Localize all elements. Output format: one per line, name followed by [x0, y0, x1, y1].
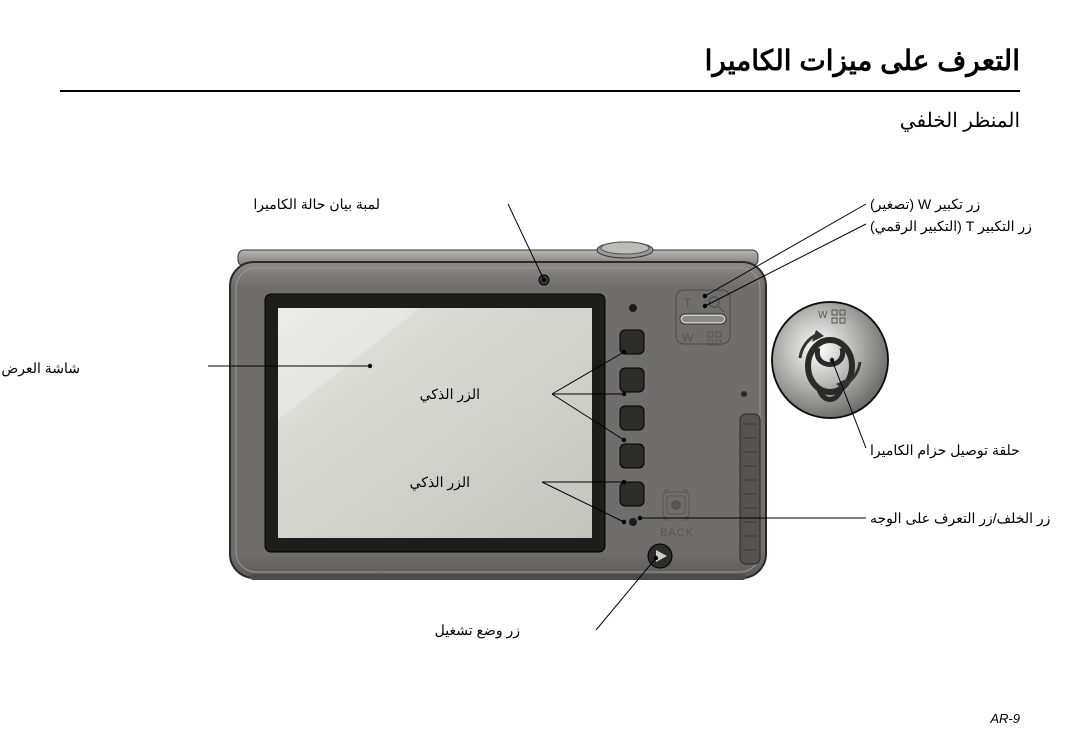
label-back-face: زر الخلف/زر التعرف على الوجه	[870, 510, 1050, 527]
label-strap-eyelet: حلقة توصيل حزام الكاميرا	[870, 442, 1020, 459]
title-rule	[60, 90, 1020, 92]
svg-text:T: T	[684, 296, 692, 310]
label-smart-button-2: الزر الذكي	[410, 474, 470, 491]
label-play-mode: زر وضع تشغيل	[435, 622, 520, 639]
svg-text:BACK: BACK	[660, 527, 694, 539]
label-smart-button-1: الزر الذكي	[420, 386, 480, 403]
label-status-lamp: لمبة بيان حالة الكاميرا	[253, 196, 380, 213]
label-zoom-out-w: زر تكبير W (تصغير)	[870, 196, 980, 213]
camera-svg: T W	[100, 160, 980, 640]
page-title: التعرف على ميزات الكاميرا	[705, 44, 1020, 77]
label-zoom-in-t: زر التكبير T (التكبير الرقمي)	[870, 218, 1032, 235]
document-page: التعرف على ميزات الكاميرا المنظر الخلفي	[0, 0, 1080, 746]
page-number: AR-9	[990, 711, 1020, 726]
svg-text:W: W	[682, 331, 694, 345]
label-crystal-display: شاشة العرض البلورية	[0, 360, 80, 377]
section-title: المنظر الخلفي	[900, 108, 1020, 133]
svg-text:W: W	[818, 310, 828, 321]
play-button	[648, 544, 672, 568]
camera-diagram: T W	[100, 160, 980, 640]
